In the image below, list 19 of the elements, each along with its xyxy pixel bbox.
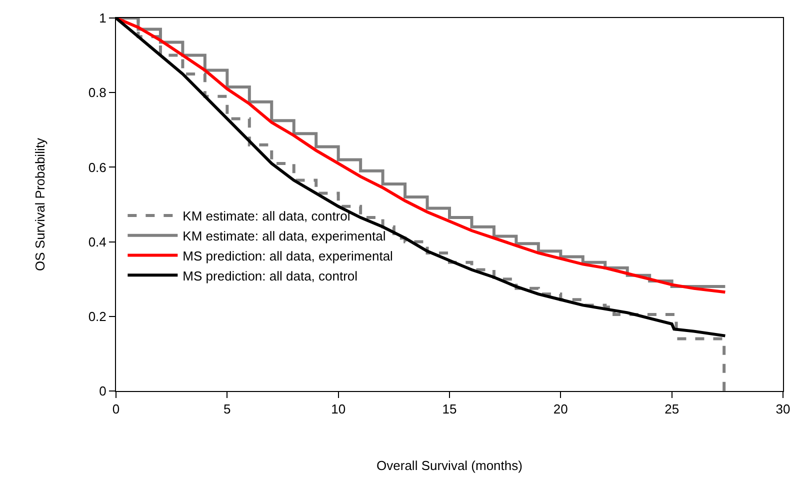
x-tick-label: 10	[331, 402, 346, 417]
x-tick-label: 30	[776, 402, 790, 417]
legend-label: KM estimate: all data, control	[182, 208, 350, 224]
x-tick-label: 25	[664, 402, 680, 417]
y-tick-label: 0.8	[88, 85, 106, 100]
y-tick-label: 1	[99, 10, 106, 26]
y-tick-label: 0	[99, 384, 106, 399]
y-tick-label: 0.4	[88, 234, 106, 250]
x-tick-label: 5	[224, 402, 231, 417]
x-tick-label: 0	[112, 402, 120, 417]
y-tick-label: 0.6	[88, 160, 106, 175]
legend-label: MS prediction: all data, experimental	[182, 248, 394, 264]
y-axis-title: OS Survival Probability	[32, 138, 48, 271]
x-tick-label: 15	[442, 402, 457, 417]
x-axis-title: Overall Survival (months)	[376, 458, 522, 474]
legend-label: KM estimate: all data, experimental	[182, 228, 386, 244]
legend-label: MS prediction: all data, control	[182, 268, 358, 284]
y-tick-label: 0.2	[88, 308, 106, 324]
x-tick-label: 20	[553, 402, 568, 417]
